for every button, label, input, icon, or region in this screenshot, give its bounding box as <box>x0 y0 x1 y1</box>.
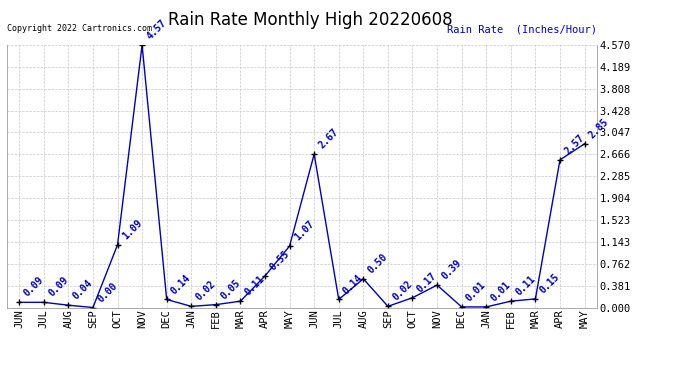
Text: 0.05: 0.05 <box>218 278 242 301</box>
Text: 2.57: 2.57 <box>562 133 586 156</box>
Text: 0.00: 0.00 <box>95 280 119 304</box>
Text: 0.11: 0.11 <box>243 274 266 298</box>
Text: 0.01: 0.01 <box>489 280 513 303</box>
Text: 2.85: 2.85 <box>587 117 611 140</box>
Text: 1.07: 1.07 <box>292 219 316 243</box>
Text: 0.15: 0.15 <box>538 272 562 296</box>
Text: Copyright 2022 Cartronics.com: Copyright 2022 Cartronics.com <box>7 24 152 33</box>
Text: 1.09: 1.09 <box>120 218 144 242</box>
Text: 0.14: 0.14 <box>341 272 365 296</box>
Text: 0.11: 0.11 <box>513 274 537 298</box>
Text: 2.67: 2.67 <box>317 127 340 151</box>
Text: 0.09: 0.09 <box>21 275 46 299</box>
Text: 0.55: 0.55 <box>268 249 291 273</box>
Text: 4.57: 4.57 <box>145 18 168 42</box>
Text: 0.50: 0.50 <box>366 252 389 275</box>
Text: 0.17: 0.17 <box>415 271 439 294</box>
Text: 0.02: 0.02 <box>391 279 414 303</box>
Text: 0.39: 0.39 <box>440 258 463 282</box>
Text: 0.09: 0.09 <box>46 275 70 299</box>
Text: Rain Rate  (Inches/Hour): Rain Rate (Inches/Hour) <box>447 24 597 34</box>
Text: 0.02: 0.02 <box>194 279 217 303</box>
Text: 0.14: 0.14 <box>169 272 193 296</box>
Text: Rain Rate Monthly High 20220608: Rain Rate Monthly High 20220608 <box>168 11 453 29</box>
Text: 0.01: 0.01 <box>464 280 488 303</box>
Text: 0.04: 0.04 <box>71 278 95 302</box>
